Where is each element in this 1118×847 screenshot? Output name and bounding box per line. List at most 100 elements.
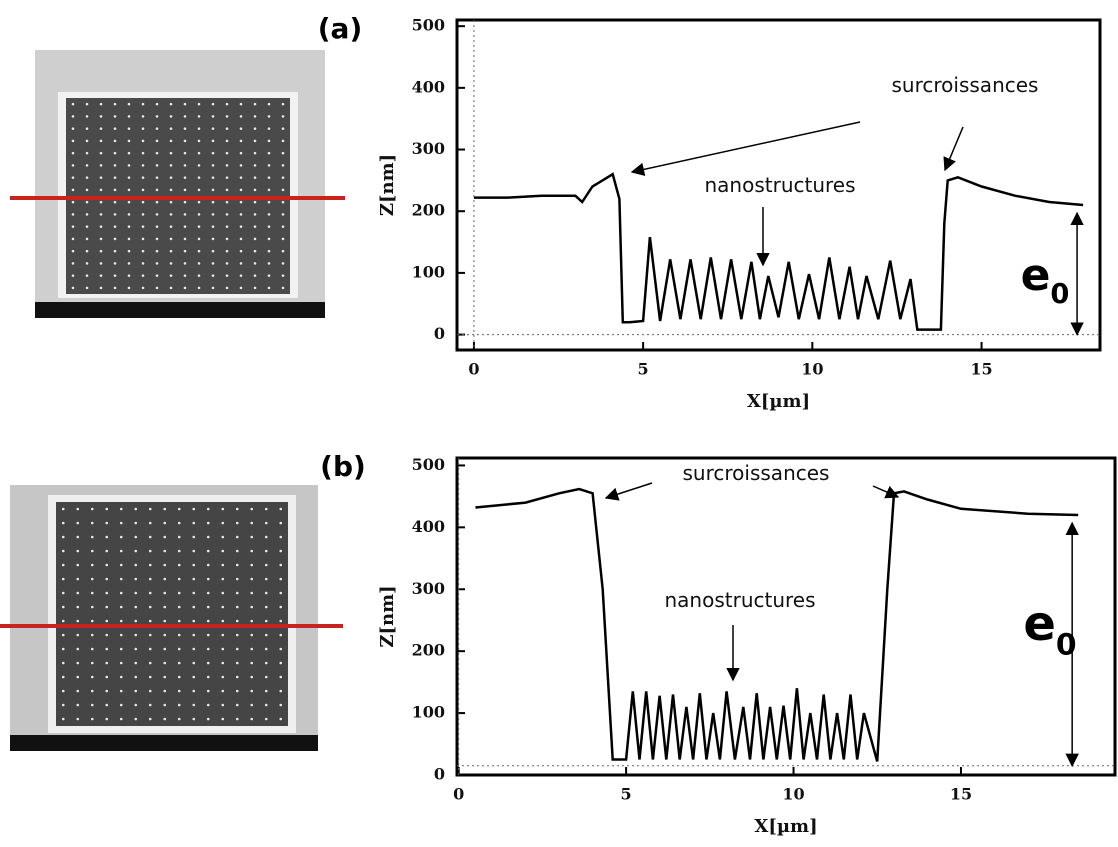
- y-tick-label: 300: [412, 139, 445, 158]
- sem-dot: [253, 213, 257, 216]
- sem-dot: [76, 717, 80, 721]
- sem-dot: [225, 102, 229, 106]
- plot-frame: [455, 18, 1102, 352]
- sem-dot: [169, 225, 173, 228]
- sem-dot: [113, 200, 117, 204]
- sem-dot: [192, 605, 196, 609]
- sem-dot: [71, 274, 75, 277]
- sem-dot: [192, 675, 196, 679]
- x-tick-label: 10: [801, 360, 823, 379]
- sem-dot: [90, 521, 94, 525]
- sem-dot: [119, 591, 123, 595]
- sem-dot: [183, 213, 187, 216]
- sem-dot: [105, 577, 109, 581]
- sem-dot: [206, 521, 210, 525]
- x-axis-title: X[µm]: [754, 816, 817, 837]
- sem-dot: [163, 647, 167, 651]
- sem-dot: [225, 139, 229, 143]
- sem-dot: [141, 274, 145, 277]
- sem-dot: [183, 176, 187, 179]
- sem-dot: [119, 507, 123, 511]
- sem-dot: [197, 176, 201, 179]
- sem-dot: [148, 535, 152, 539]
- sem-dot: [281, 225, 285, 228]
- sem-dot: [239, 164, 243, 167]
- sem-dot: [155, 286, 159, 290]
- sem-dot: [225, 164, 229, 167]
- sem-dot: [85, 213, 89, 216]
- sem-dot: [119, 661, 123, 665]
- sem-dot: [71, 127, 75, 130]
- sem-dot: [253, 188, 257, 192]
- sem-dot: [211, 164, 215, 167]
- sem-dot: [221, 535, 225, 539]
- sem-dot: [85, 127, 89, 130]
- sem-dot: [155, 249, 159, 253]
- sem-dot: [279, 577, 283, 581]
- sem-dot: [225, 188, 229, 192]
- sem-image-b: [10, 485, 318, 751]
- sem-dot: [163, 605, 167, 609]
- sem-dot: [279, 563, 283, 567]
- sem-dot: [119, 535, 123, 539]
- sem-dot: [279, 703, 283, 707]
- sem-dot: [235, 647, 239, 651]
- sem-dot: [221, 605, 225, 609]
- sem-dot: [105, 549, 109, 553]
- sem-dot: [192, 633, 196, 637]
- sem-dot: [197, 262, 201, 265]
- sem-dot: [197, 213, 201, 216]
- sem-dot: [183, 262, 187, 265]
- sem-dot: [264, 689, 268, 693]
- sem-dot: [105, 633, 109, 637]
- sem-dot: [141, 225, 145, 228]
- sem-dot: [134, 549, 138, 553]
- annotation: surcroissances: [892, 73, 1039, 97]
- sem-dot: [134, 605, 138, 609]
- sem-dot: [127, 115, 131, 118]
- sem-dot: [211, 115, 215, 118]
- sem-dot: [239, 200, 243, 204]
- sem-dot: [183, 188, 187, 192]
- sem-dot: [264, 717, 268, 721]
- x-tick-label: 0: [468, 360, 479, 379]
- sem-dot: [183, 200, 187, 204]
- sem-dot: [239, 115, 243, 118]
- y-tick-label: 100: [412, 703, 445, 722]
- sem-dot: [177, 633, 181, 637]
- sem-dot: [267, 225, 271, 228]
- sem-dot: [211, 213, 215, 216]
- sem-dot: [127, 213, 131, 216]
- sem-dot: [221, 563, 225, 567]
- sem-dot: [134, 563, 138, 567]
- annotation-arrow: [630, 121, 861, 176]
- profile-line: [475, 487, 1079, 762]
- sem-dot: [99, 115, 103, 118]
- sem-dot: [105, 689, 109, 693]
- sem-dot: [148, 619, 152, 623]
- sem-dot: [221, 619, 225, 623]
- sem-dot: [250, 689, 254, 693]
- sem-dot: [206, 661, 210, 665]
- sem-dot: [281, 139, 285, 143]
- sem-dot: [85, 188, 89, 192]
- x-tick-label: 15: [950, 785, 972, 804]
- sem-dot: [113, 237, 117, 241]
- sem-dot: [279, 535, 283, 539]
- sem-dot: [163, 619, 167, 623]
- sem-dot: [281, 164, 285, 167]
- sem-dot: [163, 633, 167, 637]
- sem-dot: [99, 127, 103, 130]
- sem-dot: [105, 521, 109, 525]
- sem-dot: [90, 591, 94, 595]
- sem-dot: [113, 286, 117, 290]
- sem-dot: [264, 507, 268, 511]
- sem-dot: [141, 127, 145, 130]
- sem-dot: [169, 249, 173, 253]
- sem-dot: [239, 176, 243, 179]
- sem-dot: [105, 675, 109, 679]
- sem-dot: [267, 102, 271, 106]
- sem-dot: [211, 200, 215, 204]
- sem-dot: [163, 717, 167, 721]
